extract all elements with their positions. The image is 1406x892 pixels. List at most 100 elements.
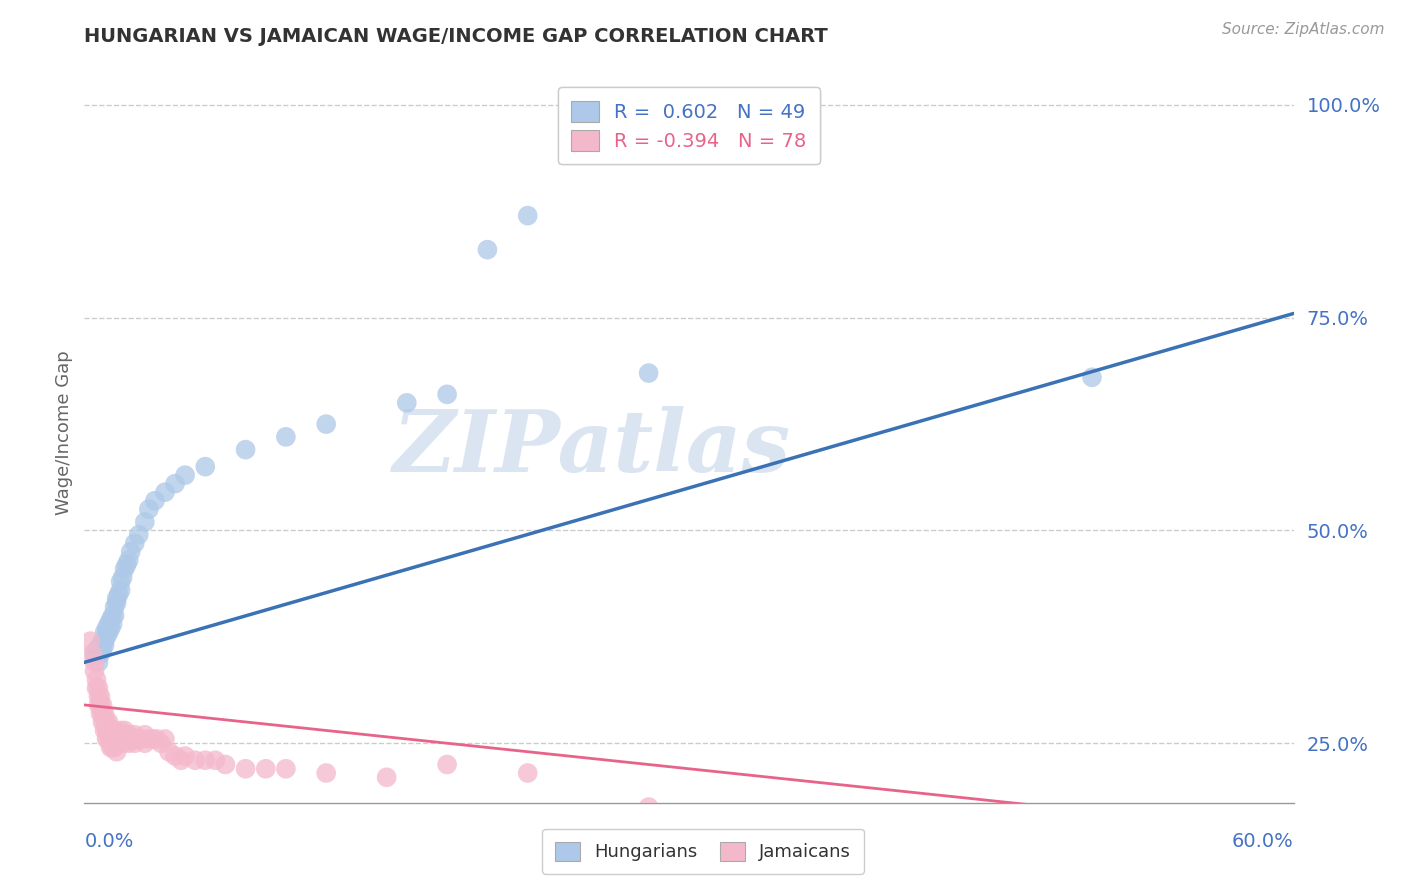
Point — [153, 485, 176, 500]
Point — [89, 706, 111, 721]
Point — [637, 366, 659, 380]
Point — [375, 770, 398, 784]
Point — [214, 757, 236, 772]
Point — [96, 731, 118, 746]
Point — [82, 647, 104, 661]
Point — [93, 639, 115, 653]
Point — [194, 753, 217, 767]
Point — [174, 749, 197, 764]
Text: 0.0%: 0.0% — [84, 832, 134, 852]
Point — [114, 731, 136, 746]
Point — [315, 417, 337, 431]
Point — [105, 745, 128, 759]
Point — [204, 753, 226, 767]
Point — [143, 493, 166, 508]
Point — [87, 690, 110, 704]
Point — [89, 647, 111, 661]
Point — [111, 728, 134, 742]
Point — [91, 634, 114, 648]
Point — [100, 621, 122, 635]
Point — [274, 762, 297, 776]
Text: ZIPatlas: ZIPatlas — [394, 406, 792, 489]
Point — [97, 731, 120, 746]
Point — [87, 647, 110, 661]
Point — [97, 617, 120, 632]
Point — [315, 766, 337, 780]
Point — [110, 723, 132, 738]
Point — [89, 698, 111, 712]
Point — [87, 681, 110, 695]
Text: HUNGARIAN VS JAMAICAN WAGE/INCOME GAP CORRELATION CHART: HUNGARIAN VS JAMAICAN WAGE/INCOME GAP CO… — [84, 27, 828, 45]
Point — [149, 736, 172, 750]
Point — [105, 728, 128, 742]
Point — [134, 515, 156, 529]
Point — [128, 527, 150, 541]
Point — [110, 731, 132, 746]
Point — [142, 731, 165, 746]
Point — [395, 396, 418, 410]
Point — [120, 545, 142, 559]
Point — [104, 608, 127, 623]
Point — [105, 596, 128, 610]
Point — [91, 698, 114, 712]
Point — [124, 736, 146, 750]
Point — [97, 625, 120, 640]
Point — [105, 736, 128, 750]
Point — [274, 430, 297, 444]
Point — [83, 656, 105, 670]
Point — [436, 387, 458, 401]
Point — [115, 558, 138, 572]
Point — [129, 731, 152, 746]
Point — [110, 582, 132, 597]
Point — [184, 753, 207, 767]
Point — [194, 459, 217, 474]
Point — [100, 731, 122, 746]
Point — [104, 731, 127, 746]
Point — [107, 587, 129, 601]
Point — [91, 642, 114, 657]
Point — [91, 706, 114, 721]
Point — [174, 468, 197, 483]
Point — [97, 723, 120, 738]
Point — [79, 634, 101, 648]
Point — [107, 728, 129, 742]
Point — [120, 731, 142, 746]
Point — [105, 591, 128, 606]
Point — [153, 731, 176, 746]
Point — [93, 723, 115, 738]
Point — [157, 745, 180, 759]
Point — [101, 608, 124, 623]
Point — [101, 617, 124, 632]
Point — [86, 673, 108, 687]
Point — [107, 736, 129, 750]
Point — [104, 740, 127, 755]
Point — [138, 502, 160, 516]
Point — [96, 630, 118, 644]
Point — [87, 698, 110, 712]
Point — [121, 731, 143, 746]
Point — [124, 728, 146, 742]
Text: 60.0%: 60.0% — [1232, 832, 1294, 852]
Point — [101, 740, 124, 755]
Point — [128, 731, 150, 746]
Point — [118, 728, 141, 742]
Point — [1081, 808, 1104, 822]
Point — [93, 714, 115, 729]
Point — [118, 553, 141, 567]
Point — [115, 728, 138, 742]
Point — [254, 762, 277, 776]
Point — [1081, 370, 1104, 384]
Point — [96, 723, 118, 738]
Point — [477, 243, 499, 257]
Point — [86, 681, 108, 695]
Point — [96, 714, 118, 729]
Point — [101, 723, 124, 738]
Point — [111, 736, 134, 750]
Point — [111, 570, 134, 584]
Point — [93, 625, 115, 640]
Point — [96, 621, 118, 635]
Point — [97, 714, 120, 729]
Y-axis label: Wage/Income Gap: Wage/Income Gap — [55, 351, 73, 515]
Point — [235, 442, 257, 457]
Point — [146, 731, 169, 746]
